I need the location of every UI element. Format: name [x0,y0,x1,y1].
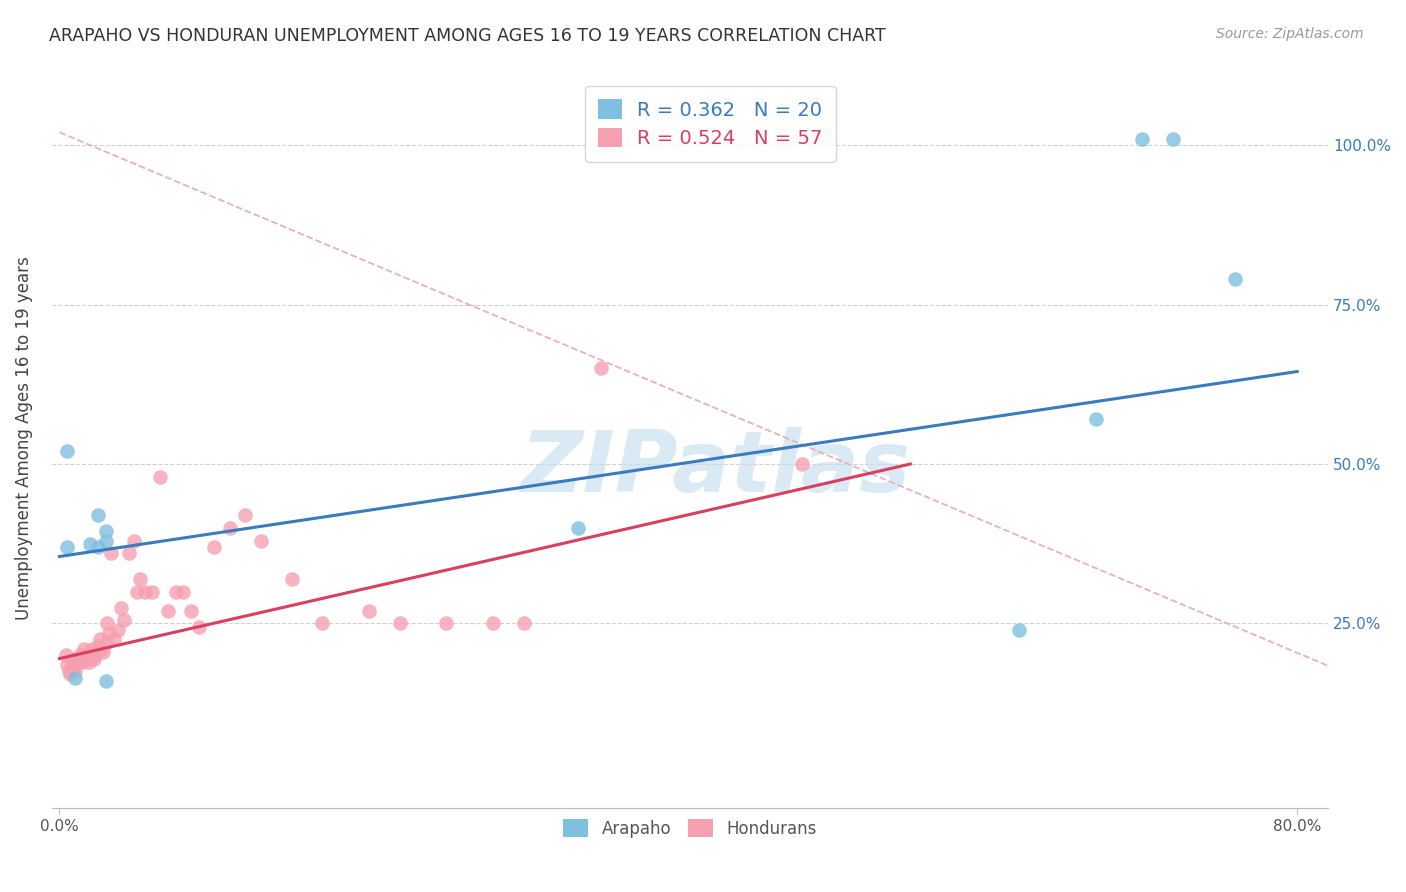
Point [165,584,187,599]
Point [100,546,122,560]
Point [77,655,100,669]
Point [94,635,117,649]
Point [311,616,333,631]
Point [87,508,110,522]
Point [218,521,240,535]
Point [79,537,101,551]
Point [180,604,202,618]
Point [94,533,117,548]
Point [72,655,94,669]
Point [1132,131,1154,145]
Point [79,645,101,659]
Point [73,642,96,657]
Point [149,469,172,483]
Point [103,632,125,647]
Point [56,540,79,554]
Point [94,524,117,538]
Point [280,572,302,586]
Point [589,361,612,376]
Point [114,613,136,627]
Point [62,655,84,669]
Point [59,667,82,681]
Point [56,444,79,458]
Y-axis label: Unemployment Among Ages 16 to 19 years: Unemployment Among Ages 16 to 19 years [15,257,32,620]
Point [67,655,90,669]
Point [55,648,77,663]
Point [790,457,813,471]
Point [567,521,589,535]
Text: ZIPatlas: ZIPatlas [520,426,911,509]
Point [91,645,114,659]
Text: ARAPAHO VS HONDURAN UNEMPLOYMENT AMONG AGES 16 TO 19 YEARS CORRELATION CHART: ARAPAHO VS HONDURAN UNEMPLOYMENT AMONG A… [49,27,886,45]
Point [94,673,117,688]
Legend: Arapaho, Hondurans: Arapaho, Hondurans [557,813,824,845]
Point [69,648,91,663]
Point [98,626,121,640]
Text: Source: ZipAtlas.com: Source: ZipAtlas.com [1216,27,1364,41]
Point [202,540,225,554]
Point [63,671,86,685]
Point [233,508,256,522]
Point [63,651,86,665]
Point [89,632,111,647]
Point [134,584,156,599]
Point [84,648,107,663]
Point [481,616,503,631]
Point [80,642,103,657]
Point [107,623,129,637]
Point [90,642,112,657]
Point [83,651,105,665]
Point [1008,623,1031,637]
Point [187,620,209,634]
Point [434,616,457,631]
Point [75,651,97,665]
Point [249,533,271,548]
Point [125,584,148,599]
Point [156,604,179,618]
Point [1225,272,1247,286]
Point [512,616,534,631]
Point [122,533,145,548]
Point [76,648,98,663]
Point [60,661,83,675]
Point [63,665,86,679]
Point [357,604,380,618]
Point [388,616,411,631]
Point [1085,412,1108,426]
Point [56,657,79,672]
Point [58,665,80,679]
Point [141,584,163,599]
Point [110,600,132,615]
Point [70,651,93,665]
Point [96,616,118,631]
Point [87,540,110,554]
Point [118,546,141,560]
Point [172,584,194,599]
Point [129,572,152,586]
Point [87,639,110,653]
Point [1163,131,1185,145]
